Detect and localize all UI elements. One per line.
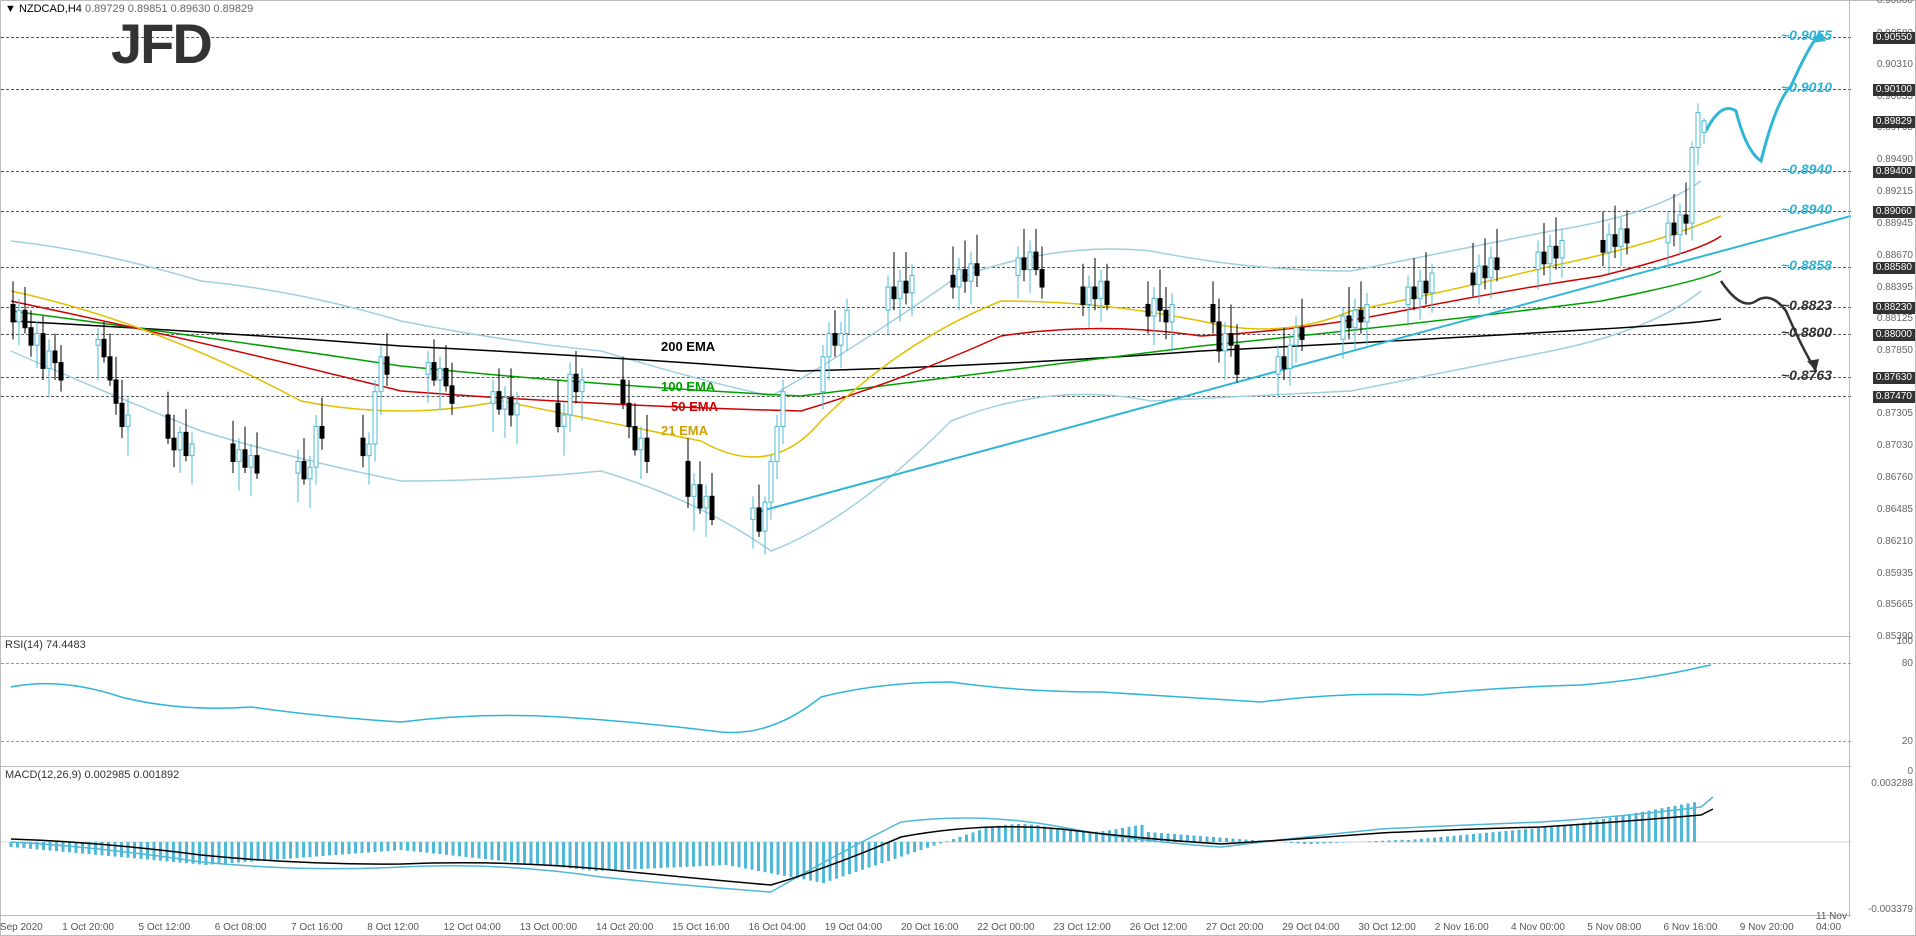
x-tick: 13 Oct 00:00 (520, 922, 577, 933)
chart-container: ▼ NZDCAD,H4 0.89729 0.89851 0.89630 0.89… (0, 0, 1916, 936)
jfd-logo: JFD (111, 11, 211, 76)
y-tick: 0.85665 (1877, 600, 1913, 610)
price-label-box: 0.87470 (1873, 391, 1915, 403)
rsi-tick: 100 (1896, 637, 1913, 647)
x-axis: 30 Sep 2020 1 Oct 20:00 5 Oct 12:00 6 Oct 0… (1, 915, 1851, 935)
price-label-box: 0.90100 (1873, 84, 1915, 96)
x-tick: 27 Oct 20:00 (1206, 922, 1263, 933)
y-axis: 0.853900.856650.859350.862100.864850.867… (1849, 1, 1915, 917)
price-label-box: 0.88230 (1873, 302, 1915, 314)
rsi-tick: 80 (1902, 659, 1913, 669)
rsi-panel[interactable]: RSI(14) 74.4483 (1, 637, 1851, 767)
price-label-box: 0.88000 (1873, 329, 1915, 341)
x-tick: 30 Sep 2020 (0, 922, 43, 933)
price-label-box: 0.89400 (1873, 166, 1915, 178)
y-tick: 0.90860 (1877, 0, 1913, 6)
x-tick: 16 Oct 04:00 (749, 922, 806, 933)
macd-panel[interactable]: MACD(12,26,9) 0.002985 0.001892 (1, 767, 1851, 917)
price-label-box: 0.88580 (1873, 262, 1915, 274)
x-tick: 19 Oct 04:00 (825, 922, 882, 933)
x-tick: 11 Nov 04:00 (1816, 911, 1851, 933)
x-tick: 12 Oct 04:00 (444, 922, 501, 933)
y-tick: 0.88125 (1877, 314, 1913, 324)
y-tick: 0.87305 (1877, 409, 1913, 419)
price-label-box: 0.89829 (1873, 116, 1915, 128)
rsi-svg (1, 637, 1851, 767)
x-tick: 6 Nov 16:00 (1664, 922, 1718, 933)
x-tick: 9 Nov 20:00 (1740, 922, 1794, 933)
y-tick: 0.88945 (1877, 219, 1913, 229)
y-tick: 0.86760 (1877, 473, 1913, 483)
price-label-box: 0.87630 (1873, 372, 1915, 384)
x-tick: 26 Oct 12:00 (1130, 922, 1187, 933)
x-tick: 5 Oct 12:00 (139, 922, 191, 933)
x-tick: 1 Oct 20:00 (62, 922, 114, 933)
price-label-box: 0.90550 (1873, 32, 1915, 44)
x-tick: 4 Nov 00:00 (1511, 922, 1565, 933)
y-tick: 0.85935 (1877, 569, 1913, 579)
y-tick: 0.86485 (1877, 505, 1913, 515)
y-tick: 0.87850 (1877, 346, 1913, 356)
macd-tick: -0.003379 (1868, 905, 1913, 915)
y-tick: 0.87030 (1877, 441, 1913, 451)
x-tick: 23 Oct 12:00 (1054, 922, 1111, 933)
x-tick: 20 Oct 16:00 (901, 922, 958, 933)
y-tick: 0.88670 (1877, 251, 1913, 261)
x-tick: 6 Oct 08:00 (215, 922, 267, 933)
macd-tick: 0 (1907, 767, 1913, 777)
y-tick: 0.89215 (1877, 187, 1913, 197)
symbol-title: ▼ NZDCAD,H4 0.89729 0.89851 0.89630 0.89… (5, 3, 253, 15)
y-tick: 0.88395 (1877, 283, 1913, 293)
y-tick: 0.89490 (1877, 155, 1913, 165)
x-tick: 2 Nov 16:00 (1435, 922, 1489, 933)
x-tick: 7 Oct 16:00 (291, 922, 343, 933)
x-tick: 8 Oct 12:00 (367, 922, 419, 933)
rsi-tick: 20 (1902, 737, 1913, 747)
x-tick: 15 Oct 16:00 (672, 922, 729, 933)
x-tick: 30 Oct 12:00 (1359, 922, 1416, 933)
macd-tick: 0.003288 (1871, 779, 1913, 789)
macd-svg (1, 767, 1851, 917)
y-tick: 0.86210 (1877, 537, 1913, 547)
price-chart-svg (1, 1, 1851, 637)
y-tick: 0.90310 (1877, 60, 1913, 70)
x-tick: 22 Oct 00:00 (977, 922, 1034, 933)
price-label-box: 0.89060 (1873, 206, 1915, 218)
x-tick: 14 Oct 20:00 (596, 922, 653, 933)
main-price-panel[interactable]: ▼ NZDCAD,H4 0.89729 0.89851 0.89630 0.89… (1, 1, 1851, 637)
x-tick: 5 Nov 08:00 (1587, 922, 1641, 933)
x-tick: 29 Oct 04:00 (1282, 922, 1339, 933)
